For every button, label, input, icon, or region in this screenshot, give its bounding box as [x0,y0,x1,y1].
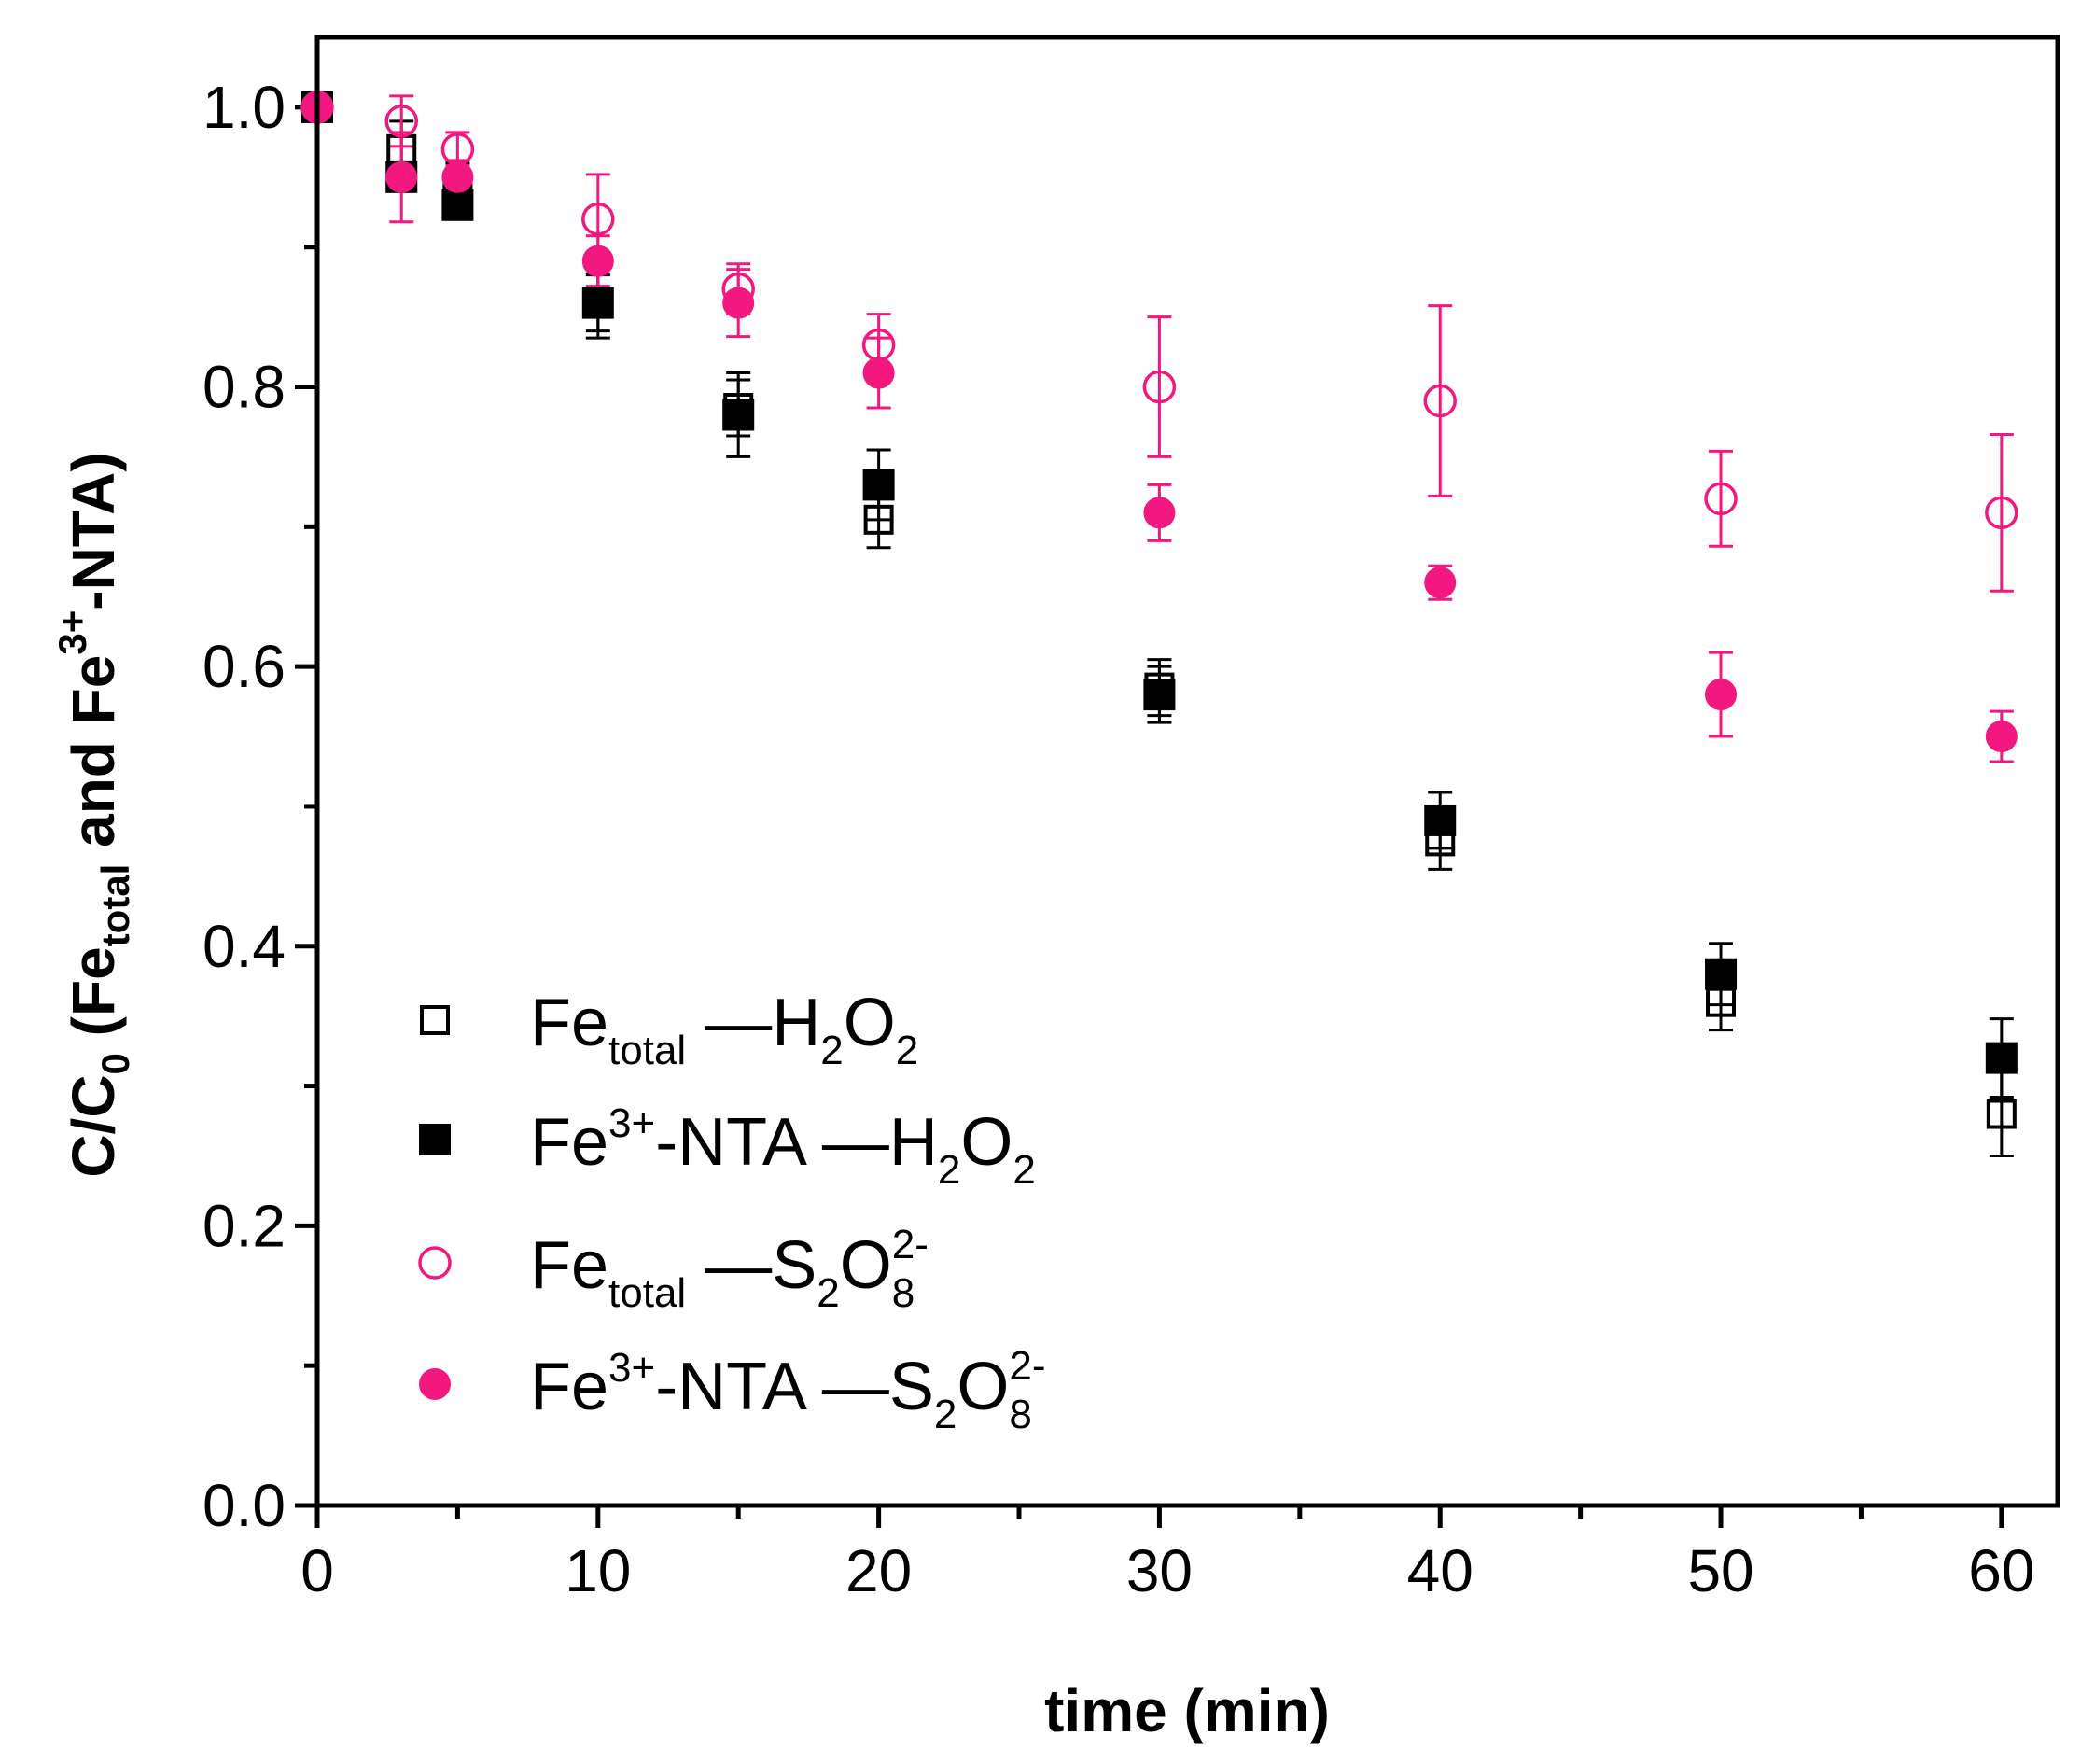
y-title-end: -NTA) [60,452,127,609]
y-title-sub0: 0 [93,1053,137,1074]
data-points [300,91,2018,1129]
legend: Fetotal —H2O2 Fe3+-NTA —H2O2 Fetotal —S2O8… [418,986,1046,1437]
legend-label: Fe3+-NTA —S2O82- [530,1343,1046,1437]
legend-marker [420,1005,450,1035]
data-point-series-0 [1986,1099,2017,1129]
y-axis-title: C/C0 (Fetotal and Fe3+-NTA) [50,452,137,1177]
x-tick-label: 60 [1968,1537,2034,1604]
legend-label: Fetotal —S2O82- [530,1222,929,1316]
data-point-series-1 [1424,804,1457,836]
legend-label: Fe3+-NTA —H2O2 [530,1100,1036,1193]
legend-marker [419,1124,451,1155]
data-point-series-2 [1704,482,1738,516]
data-point-series-2 [384,105,418,138]
data-point-series-1 [1143,679,1176,711]
data-point-series-3 [862,357,895,389]
x-tick-labels: 0 10 20 30 40 50 60 [300,1537,2034,1604]
legend-label: Fetotal —H2O2 [530,986,918,1073]
y-tick-labels: 0.0 0.2 0.4 0.6 0.8 1.0 [203,74,286,1539]
y-tick-label: 0.0 [203,1472,286,1539]
data-point-series-3 [1424,567,1457,599]
data-point-series-3 [581,245,614,277]
data-point-series-3 [441,161,474,193]
data-point-series-3 [1705,679,1738,711]
x-tick-label: 20 [845,1537,912,1604]
y-title-sup1: 3+ [50,610,94,655]
y-title-mid2: and Fe [60,655,127,864]
data-point-series-1 [1705,958,1738,990]
data-point-series-2 [581,203,615,236]
legend-marker [419,1368,451,1400]
data-point-series-3 [385,161,418,193]
data-point-series-3 [722,287,755,319]
y-tick-label: 1.0 [203,74,286,141]
data-point-series-1 [581,287,614,319]
data-point-series-1 [1985,1042,2018,1074]
x-tick-label: 0 [300,1537,334,1604]
y-tick-label: 0.4 [203,913,286,980]
data-point-series-0 [863,504,894,535]
plot-frame [314,35,2060,1508]
legend-marker [418,1246,452,1280]
data-point-series-1 [722,399,755,431]
data-point-series-3 [1985,721,2018,753]
data-point-series-2 [1423,384,1457,418]
x-axis-title: time (min) [1044,1677,1330,1744]
x-tick-label: 50 [1687,1537,1753,1604]
data-point-series-1 [441,189,474,221]
data-point-series-3 [1143,497,1176,529]
y-title-prefix: C/C [60,1074,127,1177]
y-title-sub1: total [93,864,137,947]
y-tick-label: 0.8 [203,354,286,421]
data-point-series-2 [1142,370,1177,404]
y-tick-label: 0.2 [203,1192,286,1259]
x-tick-label: 40 [1407,1537,1473,1604]
x-tick-label: 30 [1126,1537,1193,1604]
y-title-mid1: (Fe [60,946,127,1053]
x-tick-label: 10 [565,1537,631,1604]
data-point-series-2 [1985,496,2018,530]
y-tick-label: 0.6 [203,633,286,700]
data-point-series-1 [862,469,895,501]
